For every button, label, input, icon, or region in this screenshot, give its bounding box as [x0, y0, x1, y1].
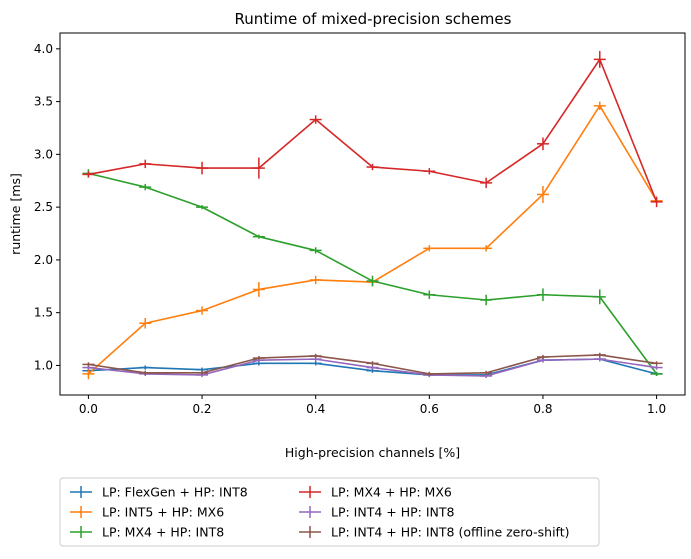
legend-label: LP: MX4 + HP: MX6 [331, 485, 452, 500]
legend-label: LP: INT4 + HP: INT8 [331, 505, 455, 520]
legend-item: LP: MX4 + HP: MX6 [299, 485, 452, 500]
legend-label: LP: INT5 + HP: MX6 [102, 505, 224, 520]
legend-label: LP: INT4 + HP: INT8 (offline zero-shift) [331, 525, 570, 540]
y-axis: 1.0 1.5 2.0 2.5 3.0 3.5 4.0 [34, 42, 60, 372]
y-tick-label: 1.0 [34, 358, 53, 372]
series-6 [82, 352, 663, 377]
legend-item: LP: INT4 + HP: INT8 (offline zero-shift) [299, 525, 570, 540]
axes-frame [59, 32, 686, 396]
series-4 [82, 50, 663, 208]
legend-item: LP: MX4 + HP: INT8 [70, 525, 224, 540]
legend-label: LP: FlexGen + HP: INT8 [102, 485, 248, 500]
y-tick-label: 3.5 [34, 95, 53, 109]
y-tick-label: 2.5 [34, 200, 53, 214]
legend-label: LP: MX4 + HP: INT8 [102, 525, 224, 540]
x-tick-label: 0.8 [533, 402, 552, 416]
series-line [87, 105, 658, 375]
series-5 [82, 357, 663, 379]
series-2 [82, 101, 663, 380]
x-tick-label: 0.0 [79, 402, 98, 416]
series-layer [82, 50, 663, 380]
y-tick-label: 1.5 [34, 306, 53, 320]
x-axis: 0.0 0.2 0.4 0.6 0.8 1.0 [79, 395, 666, 416]
series-line [88, 58, 658, 203]
x-tick-label: 1.0 [647, 402, 666, 416]
series-3 [82, 169, 663, 377]
x-tick-label: 0.2 [192, 402, 211, 416]
y-tick-label: 3.0 [34, 147, 53, 161]
legend-item: LP: INT4 + HP: INT8 [299, 505, 455, 520]
x-tick-label: 0.4 [306, 402, 325, 416]
chart-title: Runtime of mixed-precision schemes [235, 10, 512, 28]
legend-item: LP: FlexGen + HP: INT8 [70, 485, 248, 500]
y-tick-label: 4.0 [34, 42, 53, 56]
y-tick-label: 2.0 [34, 253, 53, 267]
x-tick-label: 0.6 [420, 402, 439, 416]
x-axis-label: High-precision channels [%] [285, 445, 460, 460]
y-axis-label: runtime [ms] [8, 173, 23, 255]
legend-box [59, 477, 600, 547]
legend-item: LP: INT5 + HP: MX6 [70, 505, 224, 520]
legend: LP: FlexGen + HP: INT8 LP: INT5 + HP: MX6… [59, 477, 600, 547]
series-line [88, 172, 658, 375]
